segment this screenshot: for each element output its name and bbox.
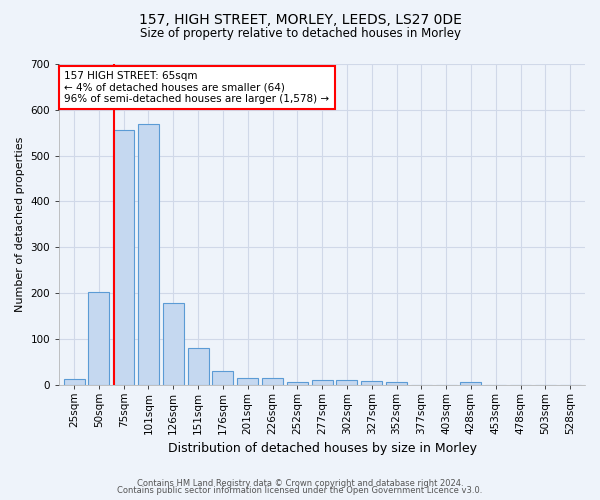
Bar	[113, 130, 134, 384]
X-axis label: Distribution of detached houses by size in Morley: Distribution of detached houses by size …	[167, 442, 476, 455]
Bar	[212, 371, 233, 384]
Bar	[163, 303, 184, 384]
Bar	[262, 378, 283, 384]
Bar	[138, 124, 159, 384]
Bar	[237, 378, 258, 384]
Bar	[361, 381, 382, 384]
Bar	[460, 382, 481, 384]
Text: 157 HIGH STREET: 65sqm
← 4% of detached houses are smaller (64)
96% of semi-deta: 157 HIGH STREET: 65sqm ← 4% of detached …	[64, 71, 329, 104]
Bar	[337, 380, 358, 384]
Text: Size of property relative to detached houses in Morley: Size of property relative to detached ho…	[139, 28, 461, 40]
Y-axis label: Number of detached properties: Number of detached properties	[15, 136, 25, 312]
Bar	[64, 378, 85, 384]
Text: 157, HIGH STREET, MORLEY, LEEDS, LS27 0DE: 157, HIGH STREET, MORLEY, LEEDS, LS27 0D…	[139, 12, 461, 26]
Bar	[188, 348, 209, 385]
Bar	[88, 292, 109, 384]
Bar	[386, 382, 407, 384]
Text: Contains public sector information licensed under the Open Government Licence v3: Contains public sector information licen…	[118, 486, 482, 495]
Bar	[287, 382, 308, 384]
Bar	[311, 380, 332, 384]
Text: Contains HM Land Registry data © Crown copyright and database right 2024.: Contains HM Land Registry data © Crown c…	[137, 478, 463, 488]
